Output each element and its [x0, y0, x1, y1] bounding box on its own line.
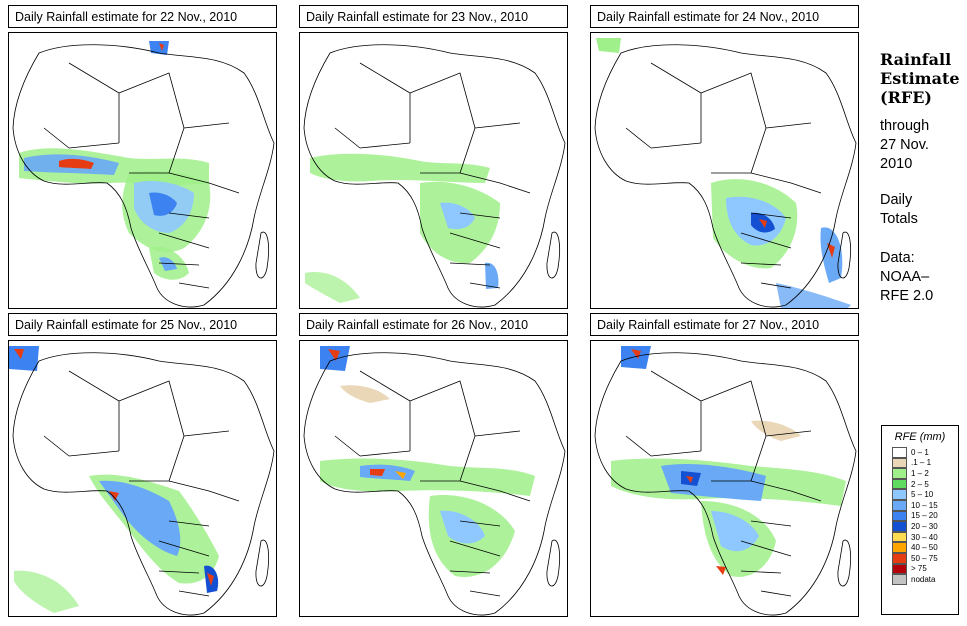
through-date-year: 2010 — [880, 156, 913, 172]
data-source-version: RFE 2.0 — [880, 288, 934, 304]
legend-title: RFE (mm) — [894, 431, 946, 443]
rainfall-overlay — [305, 153, 500, 303]
panel-title: Daily Rainfall estimate for 25 Nov., 201… — [8, 313, 277, 336]
legend-swatch — [892, 510, 907, 522]
rainfall-overlay — [611, 346, 846, 577]
totals-label: Daily Totals — [880, 191, 918, 229]
legend-swatch — [892, 542, 907, 553]
totals-line: Totals — [880, 211, 918, 227]
title-line: Rainfall — [880, 50, 952, 69]
legend-label: 40 – 50 — [911, 543, 938, 553]
panel-title: Daily Rainfall estimate for 22 Nov., 201… — [8, 5, 277, 28]
panel-title: Daily Rainfall estimate for 23 Nov., 201… — [299, 5, 568, 28]
legend-swatch — [892, 574, 907, 585]
map-panel-23-nov: Daily Rainfall estimate for 23 Nov., 201… — [299, 5, 570, 309]
legend-label: 30 – 40 — [911, 532, 938, 542]
country-borders — [303, 44, 566, 308]
legend-item: .1 – 1 — [882, 457, 958, 469]
legend-item: 40 – 50 — [882, 542, 958, 553]
legend-item: 10 – 15 — [882, 499, 958, 511]
legend-label: > 75 — [911, 564, 927, 574]
through-label: through — [880, 118, 930, 134]
legend-label: 2 – 5 — [911, 479, 929, 489]
country-borders — [12, 44, 275, 308]
legend-label: 10 – 15 — [911, 500, 938, 510]
legend-swatch — [892, 552, 907, 564]
rainfall-overlay — [320, 346, 535, 577]
legend-item: 20 – 30 — [882, 521, 958, 532]
legend-label: 0 – 1 — [911, 447, 929, 457]
through-date: through 27 Nov. 2010 — [880, 117, 929, 174]
legend-item: nodata — [882, 574, 958, 585]
rainfall-map — [590, 340, 859, 617]
rainfall-map — [8, 32, 277, 309]
product-title: Rainfall Estimate (RFE) — [880, 50, 965, 107]
panel-title: Daily Rainfall estimate for 26 Nov., 201… — [299, 313, 568, 336]
rainfall-overlay — [596, 38, 851, 308]
map-panel-27-nov: Daily Rainfall estimate for 27 Nov., 201… — [590, 313, 861, 617]
rainfall-map — [8, 340, 277, 617]
legend-item: 1 – 2 — [882, 468, 958, 479]
map-panel-24-nov: Daily Rainfall estimate for 24 Nov., 201… — [590, 5, 861, 309]
panel-title: Daily Rainfall estimate for 27 Nov., 201… — [590, 313, 859, 336]
country-borders — [594, 352, 857, 616]
title-line: Estimate — [880, 69, 960, 88]
data-source-name: NOAA– — [880, 269, 930, 285]
legend-swatch — [892, 499, 907, 511]
map-panel-22-nov: Daily Rainfall estimate for 22 Nov., 201… — [8, 5, 279, 309]
title-line: (RFE) — [880, 88, 932, 107]
rainfall-overlay — [19, 41, 211, 280]
legend-label: 50 – 75 — [911, 553, 938, 563]
legend-label: 1 – 2 — [911, 468, 929, 478]
country-borders — [12, 352, 275, 616]
legend-label: 20 – 30 — [911, 521, 938, 531]
legend-item: 30 – 40 — [882, 531, 958, 543]
legend-item: 50 – 75 — [882, 552, 958, 564]
totals-line: Daily — [880, 192, 913, 208]
legend-swatch — [892, 521, 907, 532]
legend-swatch — [892, 468, 907, 479]
panel-title: Daily Rainfall estimate for 24 Nov., 201… — [590, 5, 859, 28]
legend-swatch — [892, 447, 907, 458]
legend-label: 5 – 10 — [911, 490, 934, 500]
legend-label: nodata — [911, 574, 936, 584]
legend-item: 0 – 1 — [882, 447, 958, 458]
legend-item: > 75 — [882, 563, 958, 575]
legend-item: 5 – 10 — [882, 489, 958, 500]
legend-swatch — [892, 478, 907, 490]
country-borders — [303, 352, 566, 616]
legend-item: 15 – 20 — [882, 510, 958, 522]
legend-item: 2 – 5 — [882, 478, 958, 490]
legend-label: .1 – 1 — [911, 458, 932, 468]
map-panel-26-nov: Daily Rainfall estimate for 26 Nov., 201… — [299, 313, 570, 617]
legend-swatch — [892, 457, 907, 469]
data-source-label: Data: — [880, 250, 915, 266]
data-source: Data: NOAA– RFE 2.0 — [880, 249, 933, 306]
rainfall-map — [299, 32, 568, 309]
map-panel-25-nov: Daily Rainfall estimate for 25 Nov., 201… — [8, 313, 279, 617]
rainfall-map — [590, 32, 859, 309]
country-borders — [594, 44, 857, 308]
rainfall-map — [299, 340, 568, 617]
legend-label: 15 – 20 — [911, 511, 938, 521]
legend-swatch — [892, 531, 907, 543]
rainfall-overlay — [9, 346, 219, 613]
through-date-day: 27 Nov. — [880, 137, 929, 153]
legend-swatch — [892, 489, 907, 500]
legend-swatch — [892, 563, 907, 575]
